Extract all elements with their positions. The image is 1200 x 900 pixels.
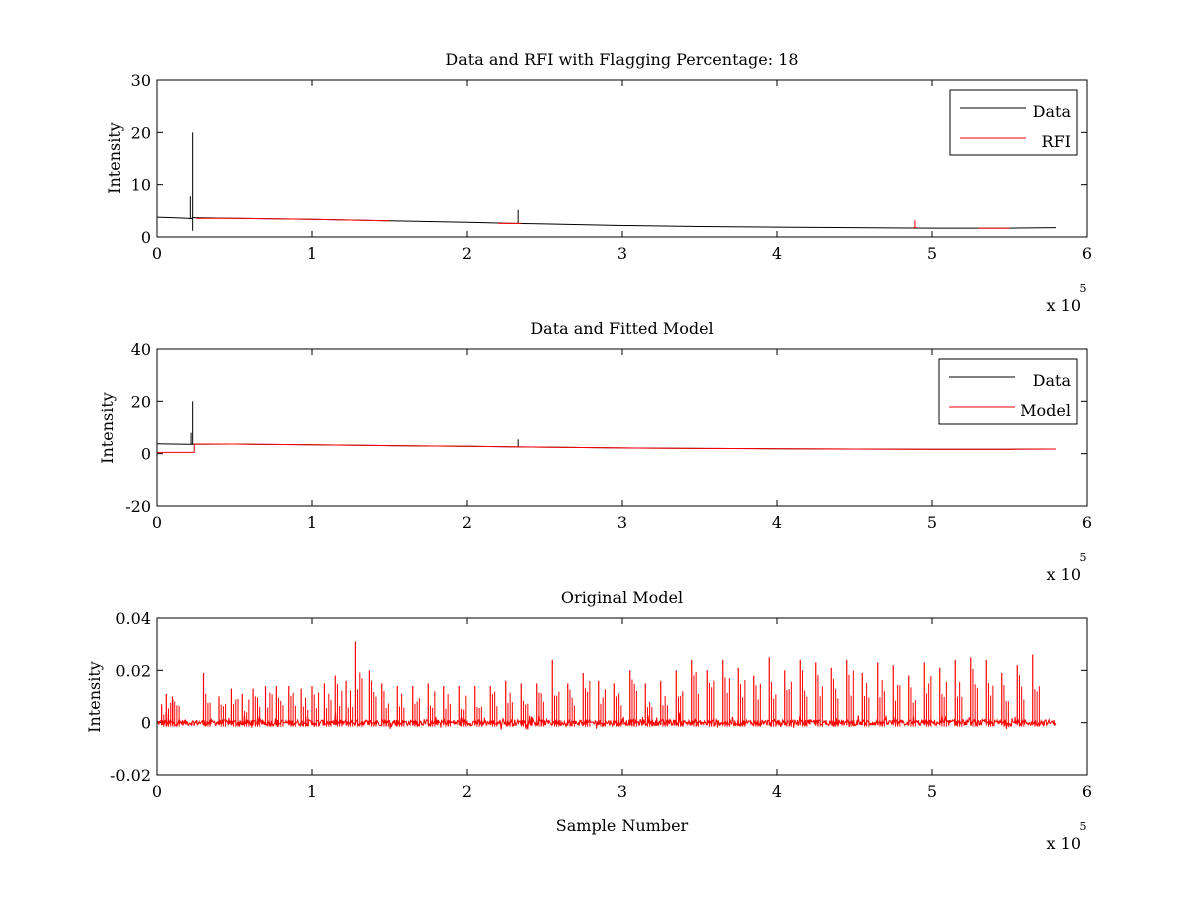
- x-tick-label: 2: [462, 513, 472, 532]
- y-axis-label: Intensity: [85, 661, 104, 733]
- y-tick-label: -20: [125, 497, 151, 516]
- y-axis-label: Intensity: [98, 392, 117, 464]
- legend-label: Data: [1033, 102, 1072, 121]
- x-tick-label: 5: [927, 782, 937, 801]
- legend-box: [949, 89, 1078, 156]
- x-tick-label: 5: [927, 513, 937, 532]
- y-tick-label: 40: [131, 340, 151, 359]
- y-tick-label: 0.04: [115, 609, 151, 628]
- series-model-0-line: [157, 712, 1057, 730]
- x-multiplier-exponent: 5: [1080, 820, 1087, 833]
- x-multiplier: x 10: [1047, 565, 1081, 584]
- x-tick-label: 3: [617, 513, 627, 532]
- x-tick-label: 0: [152, 782, 162, 801]
- chart-panel-3: Original Model Intensity Sample Number 0 1 2 3…: [85, 588, 1092, 853]
- x-tick-label: 4: [772, 782, 782, 801]
- chart-panel-1: Data and RFI with Flagging Percentage: 1…: [105, 50, 1092, 315]
- series-model-line: [157, 443, 1057, 453]
- x-multiplier-exponent: 5: [1080, 551, 1087, 564]
- x-multiplier: x 10: [1047, 296, 1081, 315]
- x-tick-label: 2: [462, 244, 472, 263]
- x-tick-label: 6: [1082, 782, 1092, 801]
- legend-box: [938, 358, 1078, 425]
- y-tick-label: 20: [131, 123, 151, 142]
- x-tick-label: 1: [307, 782, 317, 801]
- chart-title: Data and RFI with Flagging Percentage: 1…: [445, 50, 798, 69]
- y-tick-label: -0.02: [110, 766, 151, 785]
- legend-label: Model: [1020, 401, 1071, 420]
- y-tick-label: 0: [141, 714, 151, 733]
- chart-title: Original Model: [561, 588, 683, 607]
- plot-area: [157, 401, 1057, 453]
- x-tick-label: 4: [772, 244, 782, 263]
- plot-area: [157, 641, 1057, 730]
- series-rfi-segment: [195, 217, 390, 222]
- y-tick-label: 30: [131, 71, 151, 90]
- y-tick-label: 0.02: [115, 661, 151, 680]
- legend-label: RFI: [1042, 132, 1071, 151]
- x-tick-label: 6: [1082, 513, 1092, 532]
- x-tick-label: 0: [152, 513, 162, 532]
- x-tick-label: 5: [927, 244, 937, 263]
- axes-frame: [156, 348, 1088, 507]
- x-multiplier: x 10: [1047, 834, 1081, 853]
- axes-frame: [156, 617, 1088, 776]
- legend: Data RFI: [949, 89, 1078, 156]
- chart-title: Data and Fitted Model: [530, 319, 713, 338]
- x-tick-label: 3: [617, 782, 627, 801]
- y-tick-label: 10: [131, 176, 151, 195]
- axes-frame: [156, 79, 1088, 238]
- x-tick-label: 1: [307, 513, 317, 532]
- x-tick-label: 1: [307, 244, 317, 263]
- x-multiplier-exponent: 5: [1080, 282, 1087, 295]
- y-tick-label: 20: [131, 392, 151, 411]
- x-axis-label: Sample Number: [556, 816, 689, 835]
- y-tick-label: 0: [141, 445, 151, 464]
- legend: Data Model: [938, 358, 1078, 425]
- y-axis-label: Intensity: [105, 122, 124, 194]
- legend-label: Data: [1033, 371, 1072, 390]
- chart-panel-2: Data and Fitted Model Intensity 0 1 2 3 4 5 6 -20…: [98, 319, 1092, 584]
- x-tick-label: 4: [772, 513, 782, 532]
- y-tick-label: 0: [141, 228, 151, 247]
- plot-area: [157, 132, 1057, 231]
- x-tick-label: 2: [462, 782, 472, 801]
- x-tick-label: 0: [152, 244, 162, 263]
- series-data-line: [157, 216, 1057, 229]
- x-tick-label: 6: [1082, 244, 1092, 263]
- x-tick-label: 3: [617, 244, 627, 263]
